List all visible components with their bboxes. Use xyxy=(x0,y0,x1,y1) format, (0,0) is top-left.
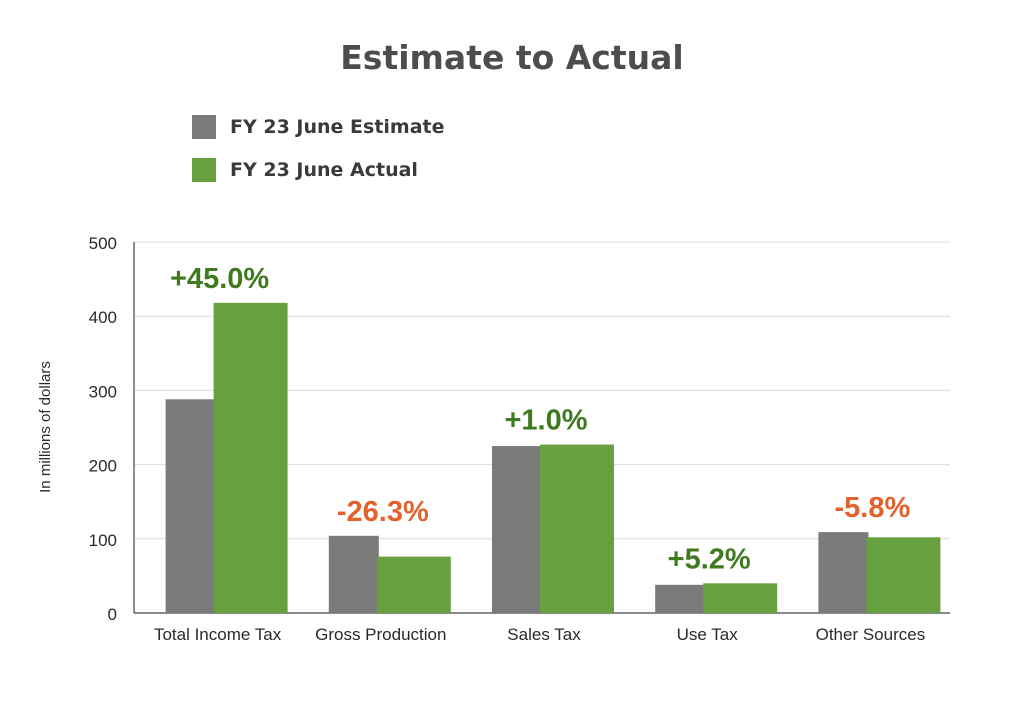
y-axis-label: In millions of dollars xyxy=(37,361,54,493)
change-annotation: +45.0% xyxy=(170,263,269,295)
bar-actual xyxy=(540,444,614,613)
legend-swatch-actual xyxy=(192,158,216,182)
chart-title: Estimate to Actual xyxy=(340,38,684,77)
bar-actual xyxy=(703,583,778,613)
y-tick-label: 300 xyxy=(89,382,117,401)
legend-item-estimate: FY 23 June Estimate xyxy=(192,114,445,140)
bar-estimate xyxy=(818,532,869,613)
y-tick-label: 200 xyxy=(89,457,117,476)
bar-actual xyxy=(213,302,288,613)
bar-actual xyxy=(376,556,451,613)
bar-estimate xyxy=(165,399,216,613)
bar-estimate xyxy=(328,535,379,613)
bar-estimate xyxy=(492,446,542,613)
legend-label-actual: FY 23 June Actual xyxy=(230,159,418,181)
x-tick-label: Gross Production xyxy=(315,625,446,644)
y-tick-label: 100 xyxy=(89,531,117,550)
y-tick-label: 400 xyxy=(89,308,117,327)
x-tick-label: Sales Tax xyxy=(507,625,581,644)
bar-estimate xyxy=(655,584,706,613)
bar-actual xyxy=(866,537,941,613)
x-tick-label: Other Sources xyxy=(816,625,926,644)
change-annotation: -26.3% xyxy=(337,496,429,528)
change-annotation: -5.8% xyxy=(835,492,911,524)
y-tick-label: 0 xyxy=(108,605,117,624)
legend-swatch-estimate xyxy=(192,115,216,139)
x-tick-label: Use Tax xyxy=(677,625,739,644)
legend-item-actual: FY 23 June Actual xyxy=(192,157,418,183)
change-annotation: +5.2% xyxy=(668,543,751,575)
y-tick-label: 500 xyxy=(89,234,117,253)
change-annotation: +1.0% xyxy=(504,405,587,437)
x-tick-label: Total Income Tax xyxy=(154,625,282,644)
legend-label-estimate: FY 23 June Estimate xyxy=(230,116,445,138)
